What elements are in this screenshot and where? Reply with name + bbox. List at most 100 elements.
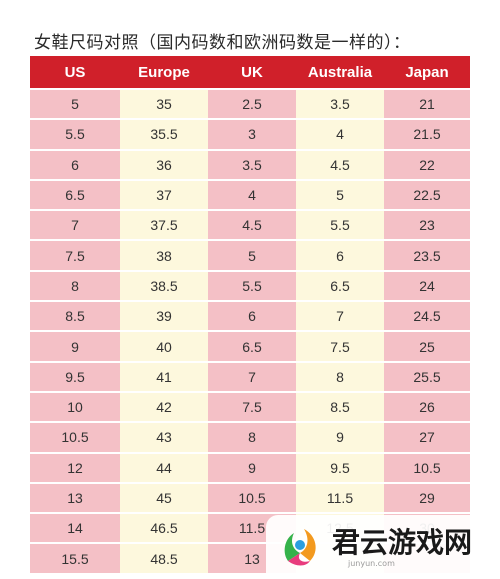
table-row: 10.5 43 8 9 27	[30, 423, 470, 452]
cell-japan: 26	[384, 392, 470, 422]
cell-us: 9	[30, 332, 120, 361]
cell-europe: 36	[120, 150, 208, 179]
cell-europe: 48.5	[120, 544, 208, 573]
cell-japan: 10.5	[384, 453, 470, 482]
cell-japan: 25.5	[384, 362, 470, 391]
cell-uk: 5.5	[208, 271, 296, 301]
cell-europe: 46.5	[120, 514, 208, 543]
cell-japan: 21.5	[384, 120, 470, 149]
cell-uk: 5	[208, 241, 296, 270]
cell-uk: 8	[208, 423, 296, 452]
cell-us: 10	[30, 392, 120, 422]
cell-uk: 9	[208, 453, 296, 482]
cell-australia: 11.5	[296, 483, 384, 513]
cell-uk: 7.5	[208, 392, 296, 422]
cell-us: 6	[30, 150, 120, 179]
cell-us: 8.5	[30, 302, 120, 331]
cell-japan: 24.5	[384, 302, 470, 331]
header-uk: UK	[208, 56, 296, 88]
cell-europe: 42	[120, 392, 208, 422]
cell-australia: 6	[296, 241, 384, 270]
cell-us: 14	[30, 514, 120, 543]
brand-logo-icon	[284, 529, 316, 566]
cell-europe: 38	[120, 241, 208, 270]
table-header-row: US Europe UK Australia Japan	[30, 56, 470, 88]
cell-australia: 7	[296, 302, 384, 331]
cell-japan: 23	[384, 211, 470, 240]
header-europe: Europe	[120, 56, 208, 88]
table-row: 7 37.5 4.5 5.5 23	[30, 211, 470, 240]
cell-us: 7	[30, 211, 120, 240]
cell-uk: 7	[208, 362, 296, 391]
cell-japan: 22.5	[384, 180, 470, 210]
cell-europe: 43	[120, 423, 208, 452]
cell-europe: 35	[120, 90, 208, 119]
cell-us: 10.5	[30, 423, 120, 452]
table-row: 10 42 7.5 8.5 26	[30, 392, 470, 422]
watermark: 君云游戏网 junyun.com	[266, 515, 500, 579]
cell-europe: 44	[120, 453, 208, 482]
cell-australia: 9.5	[296, 453, 384, 482]
cell-japan: 21	[384, 90, 470, 119]
cell-japan: 24	[384, 271, 470, 301]
table-row: 9.5 41 7 8 25.5	[30, 362, 470, 391]
table-row: 6 36 3.5 4.5 22	[30, 150, 470, 179]
cell-us: 13	[30, 483, 120, 513]
table-row: 8.5 39 6 7 24.5	[30, 302, 470, 331]
table-row: 5.5 35.5 3 4 21.5	[30, 120, 470, 149]
cell-us: 12	[30, 453, 120, 482]
cell-uk: 3.5	[208, 150, 296, 179]
cell-europe: 37	[120, 180, 208, 210]
table-row: 12 44 9 9.5 10.5	[30, 453, 470, 482]
cell-uk: 4	[208, 180, 296, 210]
cell-uk: 2.5	[208, 90, 296, 119]
cell-japan: 23.5	[384, 241, 470, 270]
cell-japan: 22	[384, 150, 470, 179]
cell-australia: 8	[296, 362, 384, 391]
cell-europe: 37.5	[120, 211, 208, 240]
page-title: 女鞋尺码对照（国内码数和欧洲码数是一样的）：	[34, 33, 411, 53]
cell-japan: 29	[384, 483, 470, 513]
cell-europe: 40	[120, 332, 208, 361]
cell-us: 5.5	[30, 120, 120, 149]
table-row: 9 40 6.5 7.5 25	[30, 332, 470, 361]
table-row: 6.5 37 4 5 22.5	[30, 180, 470, 210]
cell-japan: 25	[384, 332, 470, 361]
cell-uk: 10.5	[208, 483, 296, 513]
cell-uk: 6.5	[208, 332, 296, 361]
cell-us: 7.5	[30, 241, 120, 270]
cell-europe: 35.5	[120, 120, 208, 149]
size-chart-table: US Europe UK Australia Japan 5 35 2.5 3.5 21…	[30, 54, 470, 575]
cell-europe: 45	[120, 483, 208, 513]
cell-uk: 6	[208, 302, 296, 331]
cell-us: 8	[30, 271, 120, 301]
table-row: 13 45 10.5 11.5 29	[30, 483, 470, 513]
header-us: US	[30, 56, 120, 88]
cell-europe: 41	[120, 362, 208, 391]
cell-australia: 7.5	[296, 332, 384, 361]
cell-australia: 9	[296, 423, 384, 452]
table-body: 5 35 2.5 3.5 21 5.5 35.5 3 4 21.5 6 36 3.5 4.5 22 6.5 37…	[30, 90, 470, 573]
cell-us: 15.5	[30, 544, 120, 573]
table-row: 7.5 38 5 6 23.5	[30, 241, 470, 270]
cell-us: 6.5	[30, 180, 120, 210]
cell-australia: 6.5	[296, 271, 384, 301]
cell-australia: 4	[296, 120, 384, 149]
table-row: 5 35 2.5 3.5 21	[30, 90, 470, 119]
table-row: 8 38.5 5.5 6.5 24	[30, 271, 470, 301]
cell-us: 5	[30, 90, 120, 119]
cell-australia: 4.5	[296, 150, 384, 179]
watermark-text: 君云游戏网	[332, 526, 473, 559]
cell-australia: 3.5	[296, 90, 384, 119]
cell-australia: 5	[296, 180, 384, 210]
cell-uk: 3	[208, 120, 296, 149]
cell-australia: 5.5	[296, 211, 384, 240]
cell-australia: 8.5	[296, 392, 384, 422]
cell-europe: 39	[120, 302, 208, 331]
cell-japan: 27	[384, 423, 470, 452]
header-japan: Japan	[384, 56, 470, 88]
cell-uk: 4.5	[208, 211, 296, 240]
cell-us: 9.5	[30, 362, 120, 391]
cell-europe: 38.5	[120, 271, 208, 301]
watermark-subtext: junyun.com	[348, 559, 395, 568]
